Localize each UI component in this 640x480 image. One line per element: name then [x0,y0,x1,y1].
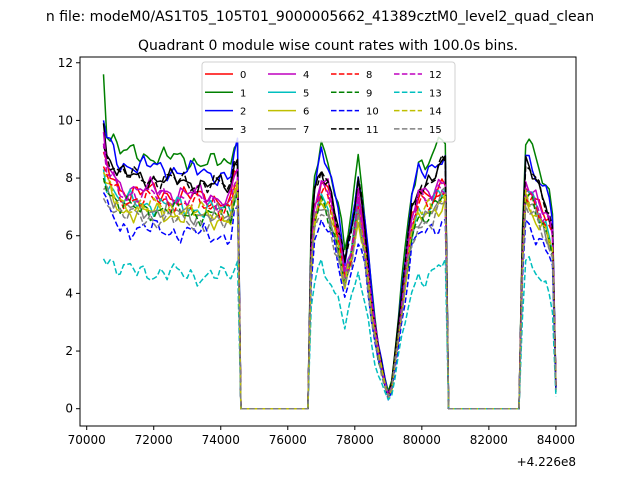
y-tick-label: 12 [58,56,73,70]
legend-label-5: 5 [303,88,309,99]
series-line-13 [102,255,557,410]
x-axis: 70000 72000 74000 76000 78000 80000 82000 84000 [68,426,575,447]
y-tick-label: 8 [65,171,73,185]
plot-frame [79,56,577,427]
series-line-14 [102,171,557,410]
y-tick-label: 6 [65,229,73,243]
series-line-2 [102,120,557,410]
x-tick-label: 72000 [135,433,173,447]
series-line-11 [102,146,557,410]
legend-label-7: 7 [303,125,309,136]
x-tick-label: 70000 [68,433,106,447]
y-tick-label: 0 [65,402,73,416]
legend-label-14: 14 [429,107,442,118]
y-axis: 0 2 4 6 8 10 12 [58,56,80,416]
legend-label-8: 8 [366,70,372,81]
legend-frame [201,61,456,143]
x-tick-label: 80000 [403,433,441,447]
legend-label-13: 13 [429,88,442,99]
y-tick-label: 10 [58,113,73,127]
figure-suptitle: n file: modeM0/AS1T05_105T01_9000005662_… [46,9,594,25]
series-line-8 [102,166,557,410]
legend-label-3: 3 [240,125,246,136]
legend-label-0: 0 [240,70,246,81]
legend-label-6: 6 [303,107,309,118]
y-tick-label: 4 [65,286,73,300]
x-tick-label: 82000 [470,433,508,447]
legend-label-11: 11 [366,125,379,136]
series-line-3 [102,123,557,410]
series-line-12 [102,143,557,410]
x-tick-label: 76000 [269,433,307,447]
legend-label-9: 9 [366,88,372,99]
legend-label-2: 2 [240,107,246,118]
legend-label-1: 1 [240,88,246,99]
y-tick-label: 2 [65,344,73,358]
x-tick-label: 74000 [202,433,240,447]
series-line-9 [102,177,557,410]
chart-title: Quadrant 0 module wise count rates with … [138,38,518,54]
x-offset-label: +4.226e8 [517,455,576,469]
legend-label-15: 15 [429,125,442,136]
legend-label-4: 4 [303,70,309,81]
x-tick-label: 84000 [537,433,575,447]
legend-label-12: 12 [429,70,442,81]
legend-label-10: 10 [366,107,379,118]
x-tick-label: 78000 [336,433,374,447]
series-line-7 [102,185,557,410]
plot-lines [102,74,557,410]
series-line-15 [102,197,557,410]
